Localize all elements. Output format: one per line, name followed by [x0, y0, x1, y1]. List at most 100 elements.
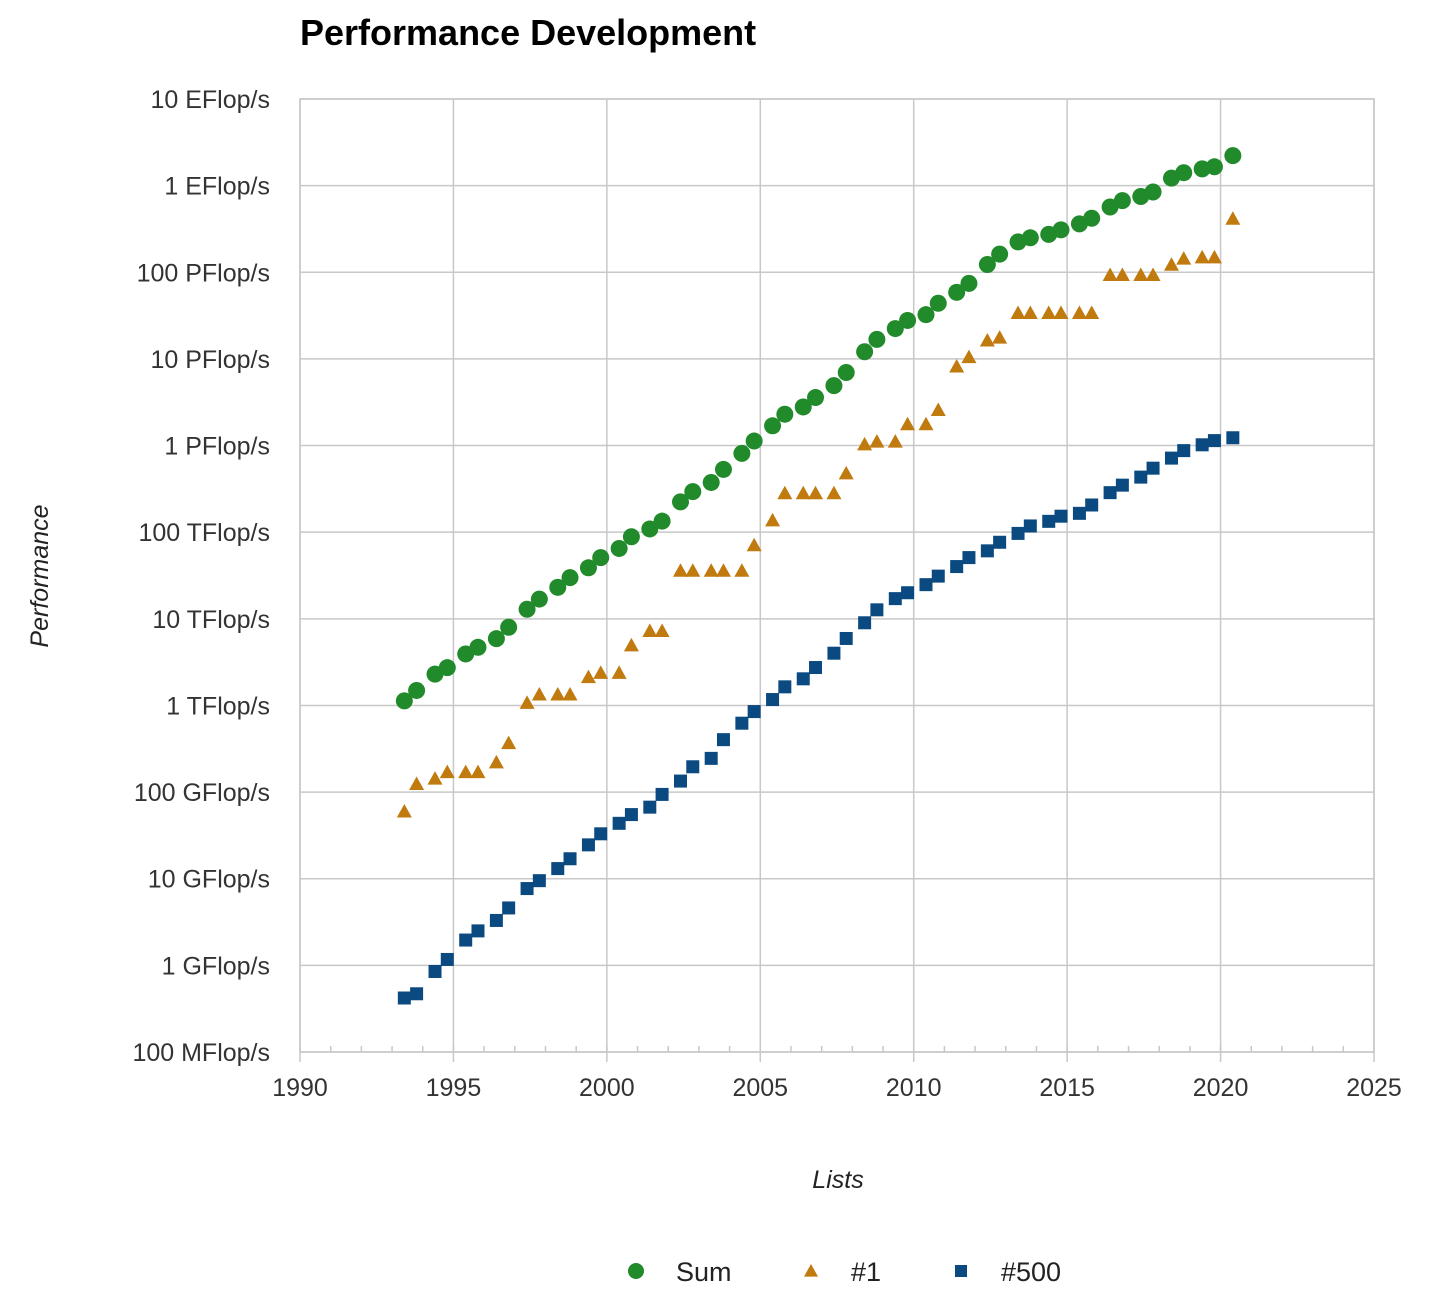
- data-point: [1010, 305, 1026, 319]
- data-point: [949, 359, 965, 373]
- data-point: [868, 330, 886, 348]
- data-point: [796, 672, 810, 686]
- data-point: [978, 255, 996, 273]
- y-tick-labels: 100 MFlop/s 1 GFlop/s 10 GFlop/s 100 GFlop/…: [132, 86, 270, 1067]
- data-point: [765, 512, 781, 527]
- data-point: [869, 434, 885, 448]
- data-point: [489, 913, 503, 927]
- data-point: [1225, 211, 1241, 225]
- data-point: [518, 600, 536, 618]
- data-point: [899, 311, 917, 329]
- data-point: [674, 774, 688, 788]
- data-point: [624, 808, 638, 822]
- data-point: [1023, 519, 1037, 533]
- data-point: [900, 416, 916, 431]
- data-point: [471, 924, 485, 938]
- data-point: [1022, 305, 1038, 319]
- legend-label: Sum: [676, 1257, 732, 1287]
- data-point: [887, 434, 903, 448]
- data-point: [888, 592, 902, 606]
- data-point: [519, 695, 535, 709]
- series-rank-500: [397, 431, 1240, 1005]
- data-point: [1054, 509, 1068, 523]
- data-point: [715, 563, 731, 577]
- data-point: [962, 551, 976, 565]
- data-point: [396, 803, 412, 818]
- data-point: [531, 686, 547, 701]
- data-point: [1071, 305, 1087, 319]
- data-point: [469, 638, 487, 656]
- x-tick-label: 2020: [1193, 1074, 1249, 1102]
- data-point: [594, 827, 608, 841]
- legend-marker: [804, 1264, 818, 1277]
- data-point: [488, 754, 504, 769]
- legend: Sum #1 #500: [628, 1257, 1061, 1287]
- data-point: [642, 623, 658, 638]
- data-point: [655, 787, 669, 801]
- data-point: [1176, 251, 1192, 265]
- data-point: [901, 586, 915, 600]
- data-point: [654, 623, 670, 638]
- data-point: [550, 686, 566, 701]
- data-point: [1134, 470, 1148, 484]
- data-point: [825, 377, 843, 395]
- data-point: [1205, 158, 1223, 176]
- data-point: [501, 735, 517, 750]
- data-point: [1195, 438, 1209, 452]
- data-point: [702, 473, 720, 491]
- data-point: [1114, 267, 1130, 282]
- data-point: [917, 306, 935, 324]
- data-point: [886, 320, 904, 338]
- data-point: [919, 578, 933, 592]
- x-tick-label: 1990: [272, 1074, 328, 1102]
- data-point: [1042, 514, 1056, 528]
- data-point: [653, 512, 671, 530]
- data-point: [1146, 461, 1160, 475]
- data-point: [991, 245, 1009, 263]
- data-point: [930, 402, 946, 417]
- data-point: [837, 363, 855, 381]
- data-point: [643, 800, 657, 814]
- data-point: [500, 618, 518, 636]
- data-point: [612, 816, 626, 830]
- data-point: [487, 630, 505, 648]
- y-tick-label: 1 EFlop/s: [164, 173, 270, 201]
- data-point: [551, 862, 565, 876]
- x-tick-label: 2015: [1039, 1074, 1095, 1102]
- data-point: [747, 705, 761, 719]
- data-point: [808, 485, 824, 500]
- y-tick-label: 10 PFlop/s: [150, 346, 270, 374]
- data-point: [1084, 305, 1100, 319]
- data-point: [950, 560, 964, 574]
- x-tick-labels: 1990 1995 2000 2005 2010 2015 2020 2025: [272, 1074, 1402, 1102]
- data-point: [549, 578, 567, 596]
- data-marks: [395, 147, 1242, 1005]
- data-point: [858, 616, 872, 630]
- data-point: [408, 681, 426, 699]
- data-point: [745, 432, 763, 450]
- data-point: [856, 343, 874, 361]
- data-point: [685, 563, 701, 577]
- data-point: [980, 544, 994, 558]
- series-rank-1: [396, 211, 1241, 818]
- data-point: [561, 569, 579, 587]
- data-point: [795, 485, 811, 500]
- data-point: [1164, 451, 1178, 465]
- data-point: [1224, 147, 1242, 165]
- x-tick-label: 2005: [732, 1074, 788, 1102]
- data-point: [826, 485, 842, 500]
- plot-area-border: [299, 98, 1375, 1053]
- data-point: [428, 964, 442, 978]
- data-point: [1072, 506, 1086, 520]
- data-point: [734, 563, 750, 577]
- data-point: [1041, 305, 1057, 319]
- legend-item: #1: [804, 1257, 881, 1287]
- data-point: [593, 665, 609, 679]
- data-point: [440, 952, 454, 966]
- y-tick-label: 100 PFlop/s: [137, 259, 270, 287]
- x-tick-label: 2025: [1346, 1074, 1402, 1102]
- data-point: [1226, 431, 1240, 445]
- data-point: [778, 680, 792, 694]
